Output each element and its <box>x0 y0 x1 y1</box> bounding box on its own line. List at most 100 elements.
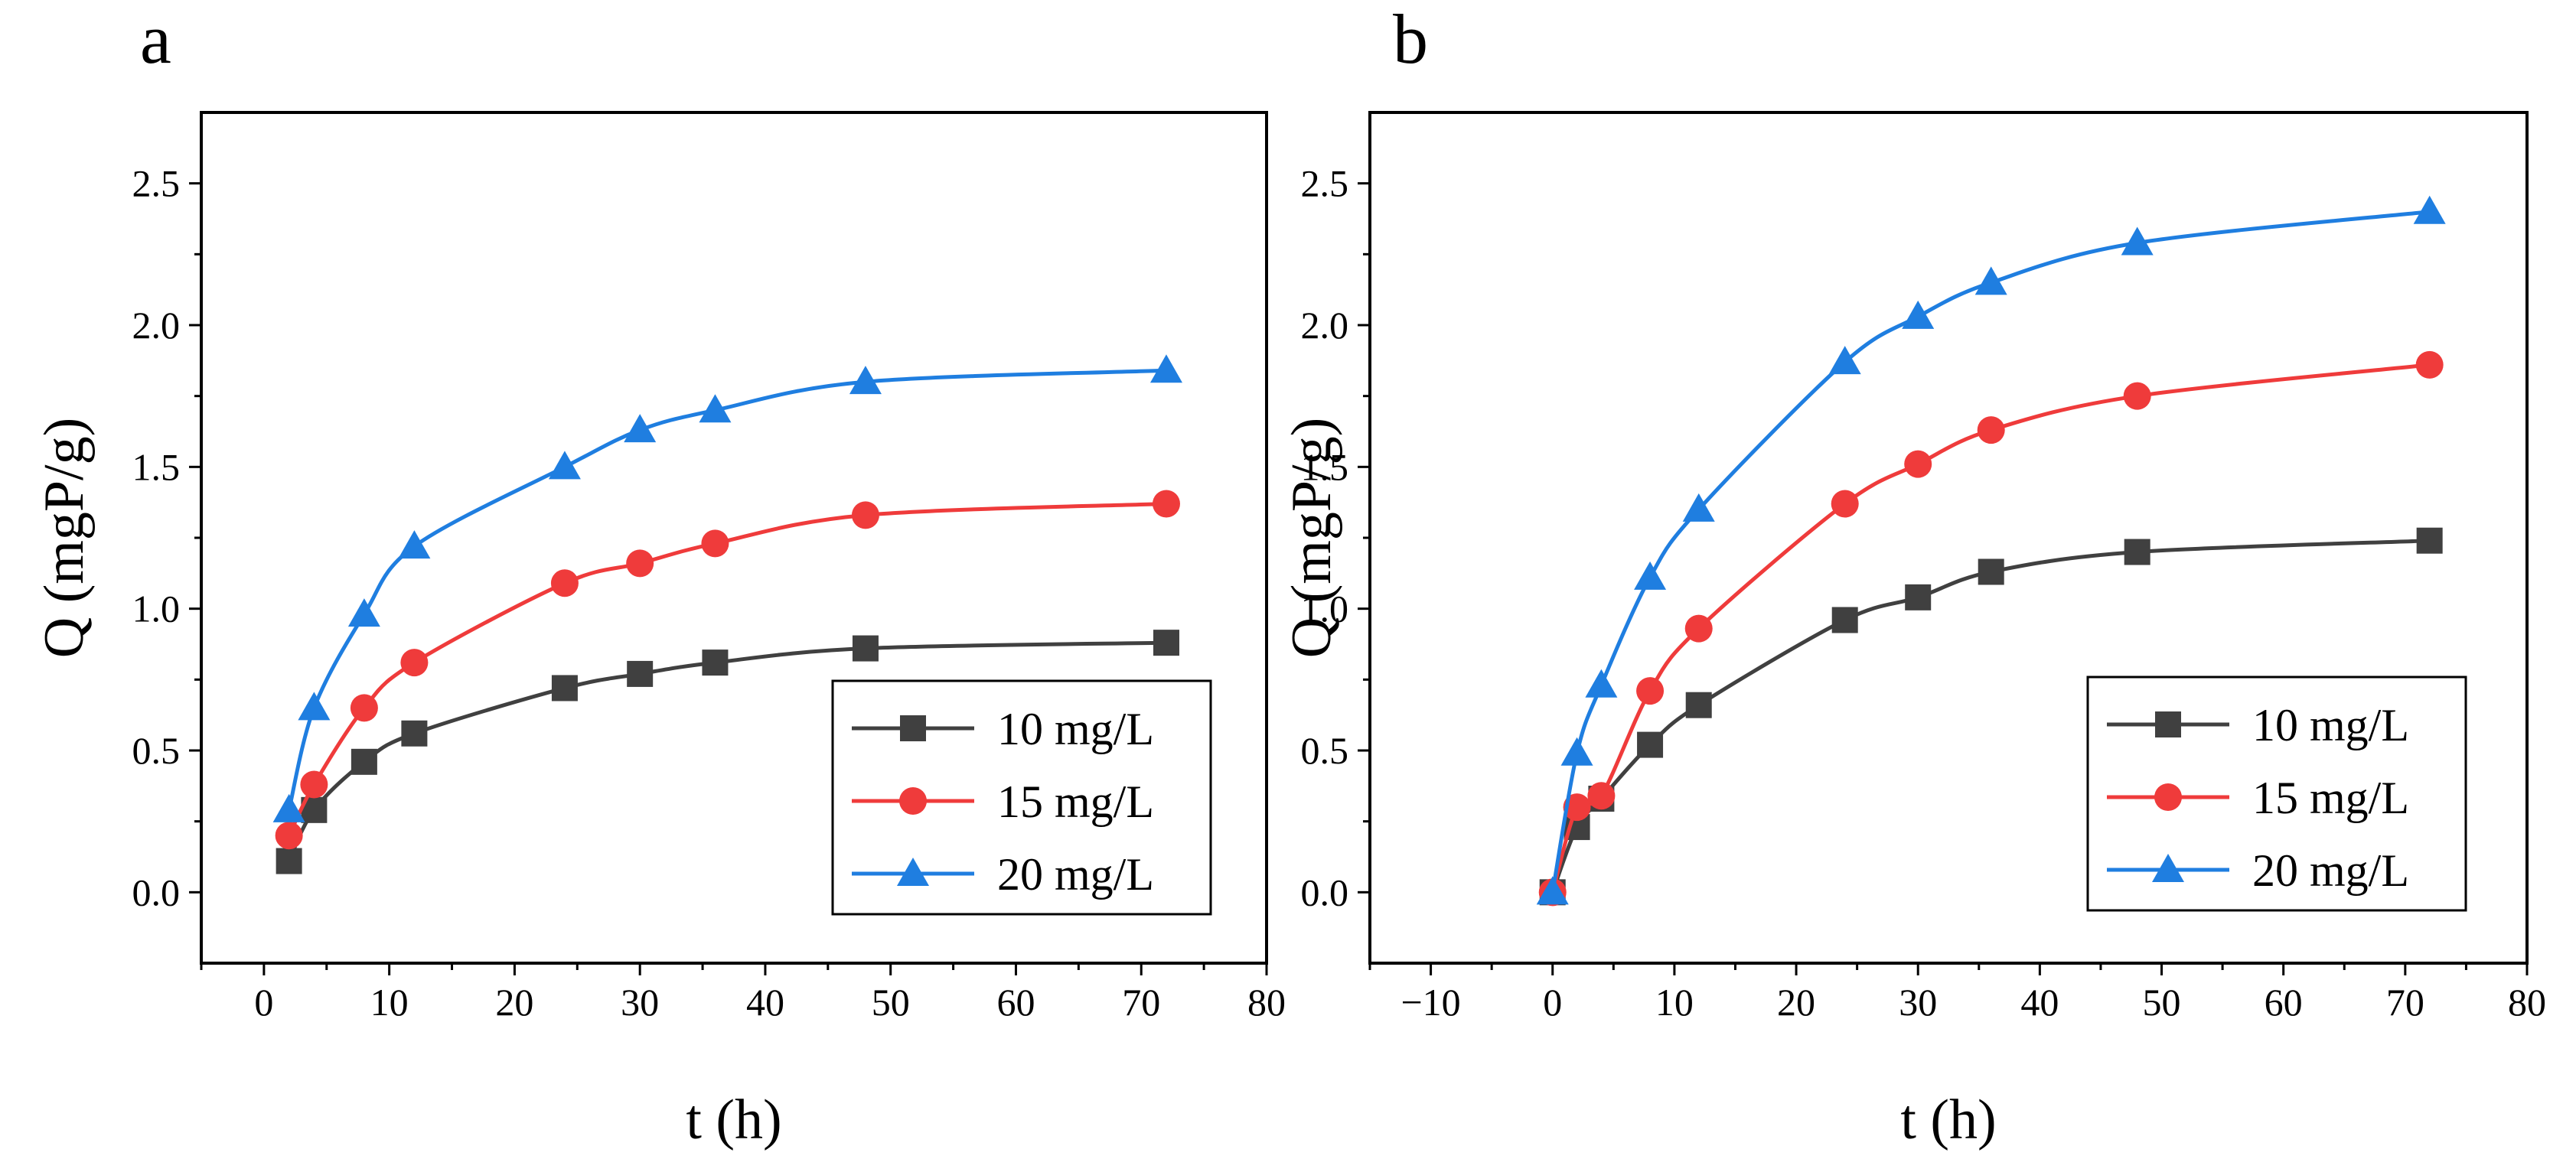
panel-b-series-2-point <box>1904 450 1932 478</box>
panel-a-series-2-line <box>287 502 1167 837</box>
panel-a-legend: 10 mg/L 15 mg/L 20 mg/L <box>831 679 1212 916</box>
panel-b-legend-marker <box>2154 783 2182 811</box>
panel-b-legend-label: 20 mg/L <box>2252 845 2409 896</box>
panel-b-y-tick-label: 2.0 <box>1301 304 1349 347</box>
panel-b-series-1-point <box>2124 539 2150 565</box>
panel-a-x-tick-label: 80 <box>1247 981 1286 1024</box>
panel-b-series-1-point <box>1831 607 1858 633</box>
panel-a-series-3-point <box>624 414 657 443</box>
panel-a-series-3-point <box>1149 354 1182 383</box>
panel-b-series-1-point <box>2416 527 2443 554</box>
panel-a-series-1-line <box>287 640 1167 862</box>
panel-b-ticks: −10 0 10 20 30 40 50 60 70 80 0.0 0.5 1.0 1.5 2.0 2.5 <box>1301 162 2547 1024</box>
panel-a-y-tick-label: 1.5 <box>132 445 181 488</box>
panel-b-series-3-point <box>2121 226 2154 256</box>
panel-a-y-tick-label: 1.0 <box>132 588 181 630</box>
panel-b-x-tick-label: 20 <box>1777 981 1815 1024</box>
panel-b-series-3-point <box>1974 266 2007 295</box>
panel-a-y-tick-label: 0.0 <box>132 871 181 913</box>
panel-a-x-tick-label: 40 <box>746 981 784 1024</box>
panel-a-series-2 <box>275 490 1180 850</box>
panel-a-legend-entry: 15 mg/L <box>852 776 1154 827</box>
panel-b-series-3-point <box>1682 493 1715 522</box>
panel-b-x-tick-label: 60 <box>2265 981 2303 1024</box>
panel-a-y-tick-label: 2.5 <box>132 162 181 205</box>
panel-a-series <box>272 354 1182 874</box>
panel-a-legend-label: 20 mg/L <box>997 849 1154 900</box>
panel-a-series-2-point <box>1152 490 1180 518</box>
panel-b-legend: 10 mg/L 15 mg/L 20 mg/L <box>2086 676 2467 912</box>
panel-b-series-2-point <box>2123 382 2151 410</box>
panel-b-legend-marker <box>2152 854 2184 882</box>
panel-b-legend-marker <box>2155 711 2181 737</box>
panel-a-series-1-point <box>276 848 302 874</box>
panel-a-series-1-point <box>351 748 377 775</box>
panel-b-y-tick-label: 2.5 <box>1301 162 1349 205</box>
panel-a-x-tick-label: 50 <box>872 981 910 1024</box>
panel-a-series-3-point <box>347 598 380 627</box>
panel-a-legend-label: 10 mg/L <box>997 704 1154 754</box>
panel-b-series <box>1536 195 2446 907</box>
panel-a-series-1-point <box>1153 630 1179 656</box>
panel-b-series-2-point <box>1636 677 1665 705</box>
panel-b-series-2-point <box>1684 614 1713 643</box>
panel-a-legend-entry: 20 mg/L <box>852 849 1154 900</box>
panel-a: a 0 10 20 30 40 50 60 70 80 0.0 0.5 1.0 1.5 2.0 2.5 t … <box>33 0 1286 1151</box>
panel-b-series-3-point <box>1828 346 1861 375</box>
panel-b-series-3-point <box>2413 195 2446 224</box>
panel-b-series-2-point <box>1831 490 1859 518</box>
panel-b-x-tick-label: 50 <box>2143 981 2181 1024</box>
panel-a-series-3-point <box>272 793 305 822</box>
panel-a-ticks: 0 10 20 30 40 50 60 70 80 0.0 0.5 1.0 1.5 2.0 2.5 <box>132 162 1286 1024</box>
panel-a-y-tick-label: 0.5 <box>132 729 181 772</box>
panel-b-letter: b <box>1393 0 1428 78</box>
panel-a-legend-marker <box>899 787 927 815</box>
panel-a-series-3-point <box>298 692 331 721</box>
panel-a-x-tick-label: 30 <box>621 981 659 1024</box>
panel-b-y-tick-label: 0.5 <box>1301 729 1349 772</box>
panel-b-series-1-point <box>1685 692 1712 718</box>
panel-a-series-1-point <box>401 720 428 747</box>
panel-a-series-2-point <box>350 694 378 722</box>
panel-b-legend-label: 15 mg/L <box>2252 773 2409 823</box>
panel-b-series-2-point <box>1587 782 1616 810</box>
panel-b-x-tick-label: 10 <box>1655 981 1694 1024</box>
panel-a-series-2-point <box>300 770 328 799</box>
panel-b-series-3-point <box>1902 300 1935 329</box>
panel-a-legend-marker <box>897 858 929 886</box>
panel-b-y-tick-label: 1.0 <box>1301 588 1349 630</box>
panel-b-y-axis-title: Q (mgP/g) <box>1280 418 1343 659</box>
panel-a-x-axis-title: t (h) <box>686 1089 781 1151</box>
panel-a-y-axis-title: Q (mgP/g) <box>33 418 96 659</box>
panel-a-series-1-point <box>702 649 729 676</box>
panel-a-letter: a <box>140 0 171 78</box>
panel-b-series-2-point <box>1563 793 1591 822</box>
panel-a-x-tick-label: 10 <box>370 981 409 1024</box>
panel-a-legend-label: 15 mg/L <box>997 776 1154 827</box>
panel-a-series-1 <box>276 630 1179 874</box>
panel-a-series-3-point <box>398 530 431 559</box>
panel-b-x-tick-label: 40 <box>2020 981 2059 1024</box>
panel-b-series-1 <box>1539 527 2443 906</box>
panel-a-series-2-point <box>400 649 429 677</box>
panel-b-series-2-point <box>2415 350 2444 379</box>
panel-a-series-1-point <box>627 660 654 687</box>
panel-b-x-tick-label: 70 <box>2386 981 2424 1024</box>
panel-a-series-2-point <box>550 569 579 597</box>
panel-b-series-3 <box>1536 195 2446 905</box>
panel-a-series-2-point <box>701 529 729 558</box>
panel-b-x-tick-label: 80 <box>2508 981 2546 1024</box>
panel-b-x-tick-label: 30 <box>1899 981 1937 1024</box>
panel-b-series-3-point <box>1585 669 1618 698</box>
panel-a-series-3-point <box>548 451 581 480</box>
panel-b-legend-entry: 15 mg/L <box>2107 773 2409 823</box>
panel-b-y-tick-label: 1.5 <box>1301 445 1349 488</box>
panel-a-y-tick-label: 2.0 <box>132 304 181 347</box>
panel-a-series-3 <box>272 354 1182 822</box>
panel-a-x-tick-label: 20 <box>495 981 533 1024</box>
panel-b-series-3-point <box>1536 876 1569 905</box>
panel-a-series-1-point <box>551 675 578 702</box>
panel-a-x-tick-label: 70 <box>1122 981 1160 1024</box>
panel-b-y-tick-label: 0.0 <box>1301 871 1349 913</box>
